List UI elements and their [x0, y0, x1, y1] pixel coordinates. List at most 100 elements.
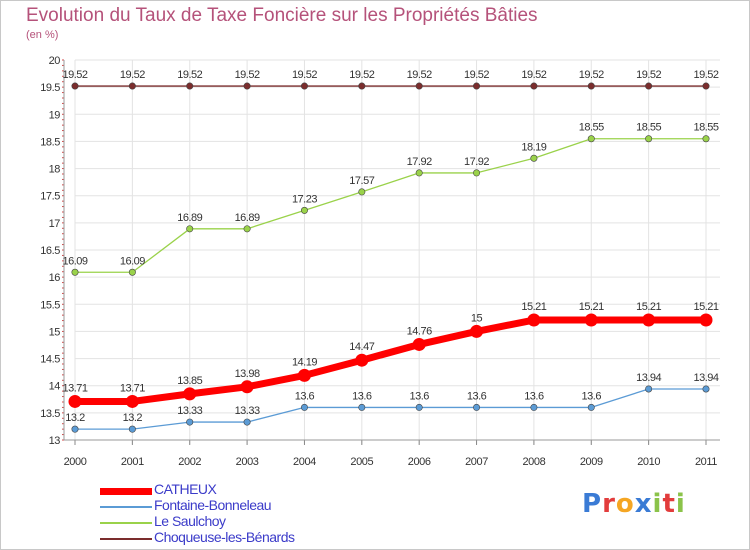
logo-letter: i — [675, 489, 686, 519]
data-point — [587, 403, 595, 411]
data-point — [358, 403, 366, 411]
data-label: 14.47 — [349, 341, 374, 353]
data-label: 13.85 — [177, 375, 202, 387]
y-tick-label: 15 — [49, 326, 61, 338]
y-tick-label: 20 — [49, 55, 61, 67]
y-tick-label: 16.5 — [40, 245, 60, 257]
data-point — [300, 403, 308, 411]
data-label: 13.71 — [62, 382, 87, 394]
data-point — [186, 418, 194, 426]
x-tick-label: 2001 — [121, 456, 144, 468]
data-label: 16.89 — [177, 212, 202, 224]
data-label: 13.6 — [295, 390, 315, 402]
data-point — [645, 385, 653, 393]
data-label: 19.52 — [693, 69, 718, 81]
data-point — [358, 82, 366, 90]
y-tick-label: 17 — [49, 218, 61, 230]
x-tick-label: 2006 — [408, 456, 431, 468]
legend-swatch — [100, 522, 152, 524]
data-point — [300, 206, 308, 214]
y-tick-label: 18.5 — [40, 136, 60, 148]
logo-letter: x — [634, 489, 653, 519]
data-point — [240, 380, 254, 394]
y-tick-label: 13.5 — [40, 408, 60, 420]
data-label: 13.6 — [582, 390, 602, 402]
data-point — [125, 394, 139, 408]
y-tick-label: 16 — [49, 272, 61, 284]
data-point — [128, 425, 136, 433]
data-label: 18.55 — [693, 122, 718, 134]
logo-letter: o — [615, 489, 635, 519]
chart-title: Evolution du Taux de Taxe Foncière sur l… — [26, 5, 538, 26]
data-point — [527, 313, 541, 327]
data-point — [243, 418, 251, 426]
data-label: 13.33 — [177, 405, 202, 417]
data-label: 15.21 — [693, 301, 718, 313]
data-point — [473, 169, 481, 177]
data-label: 13.6 — [467, 390, 487, 402]
logo-letter: P — [582, 489, 603, 519]
data-label: 19.52 — [120, 69, 145, 81]
series-line — [74, 388, 707, 430]
data-label: 13.33 — [235, 405, 260, 417]
data-label: 13.6 — [409, 390, 429, 402]
data-point — [702, 82, 710, 90]
x-tick-label: 2009 — [580, 456, 603, 468]
data-point — [415, 169, 423, 177]
data-label: 15.21 — [579, 301, 604, 313]
y-tick-label: 17.5 — [40, 191, 60, 203]
data-label: 17.92 — [407, 156, 432, 168]
legend-swatch — [100, 538, 152, 540]
logo-letter: t — [662, 489, 676, 519]
data-point — [470, 324, 484, 338]
data-label: 17.57 — [349, 175, 374, 187]
data-point — [645, 82, 653, 90]
data-label: 14.76 — [407, 325, 432, 337]
data-point — [128, 268, 136, 276]
x-tick-label: 2002 — [178, 456, 201, 468]
data-point — [530, 82, 538, 90]
y-tick-label: 18 — [49, 164, 61, 176]
data-label: 19.52 — [636, 69, 661, 81]
data-point — [186, 225, 194, 233]
legend-label: Choqueuse-les-Bénards — [154, 529, 295, 545]
legend-label: Le Saulchoy — [154, 513, 226, 529]
x-tick-label: 2008 — [522, 456, 545, 468]
data-label: 13.2 — [65, 412, 85, 424]
logo-letter: r — [602, 489, 616, 519]
data-label: 13.2 — [123, 412, 143, 424]
data-label: 13.98 — [235, 368, 260, 380]
y-tick-label: 19.5 — [40, 82, 60, 94]
data-label: 18.19 — [521, 141, 546, 153]
data-point — [355, 353, 369, 367]
data-label: 13.6 — [524, 390, 544, 402]
data-label: 19.52 — [349, 69, 374, 81]
data-point — [358, 188, 366, 196]
data-point — [243, 82, 251, 90]
data-point — [300, 82, 308, 90]
data-label: 13.71 — [120, 382, 145, 394]
legend-swatch — [100, 487, 152, 495]
data-point — [297, 368, 311, 382]
data-label: 19.52 — [292, 69, 317, 81]
data-label: 19.52 — [579, 69, 604, 81]
data-point — [530, 154, 538, 162]
data-point — [243, 225, 251, 233]
data-label: 19.52 — [177, 69, 202, 81]
data-point — [186, 82, 194, 90]
data-point — [699, 313, 713, 327]
data-point — [71, 268, 79, 276]
data-label: 14.19 — [292, 356, 317, 368]
data-label: 16.09 — [62, 255, 87, 267]
data-point — [128, 82, 136, 90]
unit-label: (en %) — [26, 29, 59, 41]
data-point — [415, 403, 423, 411]
data-point — [412, 337, 426, 351]
data-label: 15.21 — [521, 301, 546, 313]
data-point — [702, 385, 710, 393]
data-point — [587, 82, 595, 90]
legend-swatch — [100, 506, 152, 508]
data-point — [587, 135, 595, 143]
legend-label: CATHEUX — [154, 481, 217, 497]
data-label: 19.52 — [235, 69, 260, 81]
